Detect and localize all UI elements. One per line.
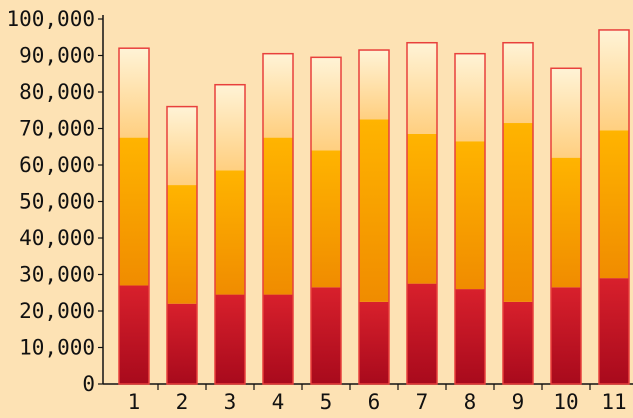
bar-stack-9 [502, 41, 534, 385]
x-tick-label: 1 [128, 390, 141, 414]
bar-segment-3 [359, 50, 389, 120]
bar-segment-2 [359, 119, 389, 302]
bar-segment-2 [167, 185, 197, 304]
bar-segment-3 [119, 48, 149, 138]
y-tick-label: 30,000 [19, 263, 95, 287]
bar-segment-3 [551, 68, 581, 158]
bar-stack-6 [358, 49, 390, 385]
y-tick-label: 90,000 [19, 44, 95, 68]
bar-stack-4 [262, 52, 294, 385]
bar-outline [406, 41, 438, 385]
bar-stack-10 [550, 67, 582, 385]
x-axis-ticks: 1 2 3 4 5 6 7 8 9 10 11 [128, 384, 627, 414]
bar-segment-3 [311, 57, 341, 151]
bar-outline [454, 52, 486, 385]
bar-segment-1 [455, 289, 485, 384]
bar-segment-2 [119, 137, 149, 286]
x-tick-label: 11 [601, 390, 626, 414]
bar-outline [310, 56, 342, 385]
bar-segment-2 [263, 137, 293, 295]
bar-segment-1 [407, 283, 437, 384]
bar-stack-7 [406, 41, 438, 385]
bar-stack-11 [598, 29, 630, 385]
bar-segment-2 [311, 150, 341, 288]
bar-segment-1 [503, 301, 533, 384]
y-tick-label: 80,000 [19, 80, 95, 104]
bar-segment-3 [167, 106, 197, 186]
bar-segment-1 [359, 301, 389, 384]
bar-segment-3 [455, 53, 485, 142]
x-tick-label: 6 [368, 390, 381, 414]
bar-outline [598, 29, 630, 385]
x-tick-label: 2 [176, 390, 189, 414]
x-tick-label: 3 [224, 390, 237, 414]
y-tick-label: 60,000 [19, 153, 95, 177]
y-tick-label: 50,000 [19, 190, 95, 214]
bar-stack-1 [118, 47, 150, 385]
bar-outline [262, 52, 294, 385]
x-tick-label: 9 [512, 390, 525, 414]
y-axis-ticks: 0 10,000 20,000 30,000 40,000 50,000 60,000 70,… [6, 7, 103, 396]
bar-segment-1 [311, 287, 341, 384]
bar-segment-3 [407, 42, 437, 134]
x-tick-label: 5 [320, 390, 333, 414]
bar-outline [358, 49, 390, 385]
bar-stack-3 [214, 83, 246, 385]
x-tick-label: 8 [464, 390, 477, 414]
bar-stack-2 [166, 105, 198, 385]
bar-outline [214, 83, 246, 385]
bar-segment-1 [167, 303, 197, 384]
bar-segment-3 [215, 84, 245, 171]
bar-segment-2 [503, 123, 533, 302]
y-tick-label: 40,000 [19, 226, 95, 250]
bar-stack-8 [454, 52, 486, 385]
bar-segment-2 [551, 157, 581, 288]
y-tick-label: 0 [82, 372, 95, 396]
x-tick-label: 10 [553, 390, 578, 414]
bars-group [118, 29, 630, 385]
bar-segment-2 [407, 133, 437, 284]
bar-segment-3 [503, 42, 533, 124]
bar-segment-1 [551, 287, 581, 384]
bar-stack-5 [310, 56, 342, 385]
bar-segment-1 [215, 294, 245, 384]
bar-segment-3 [599, 29, 629, 131]
bar-outline [118, 47, 150, 385]
y-tick-label: 10,000 [19, 336, 95, 360]
bar-outline [166, 105, 198, 385]
bar-segment-3 [263, 53, 293, 138]
y-tick-label: 100,000 [6, 7, 95, 31]
y-tick-label: 70,000 [19, 117, 95, 141]
bar-outline [502, 41, 534, 385]
bar-segment-1 [599, 278, 629, 384]
x-tick-label: 7 [416, 390, 429, 414]
y-tick-label: 20,000 [19, 299, 95, 323]
bar-segment-1 [263, 294, 293, 384]
bar-outline [550, 67, 582, 385]
bar-segment-1 [119, 285, 149, 384]
bar-segment-2 [455, 141, 485, 290]
bar-segment-2 [599, 130, 629, 279]
bar-segment-2 [215, 170, 245, 295]
x-tick-label: 4 [272, 390, 285, 414]
